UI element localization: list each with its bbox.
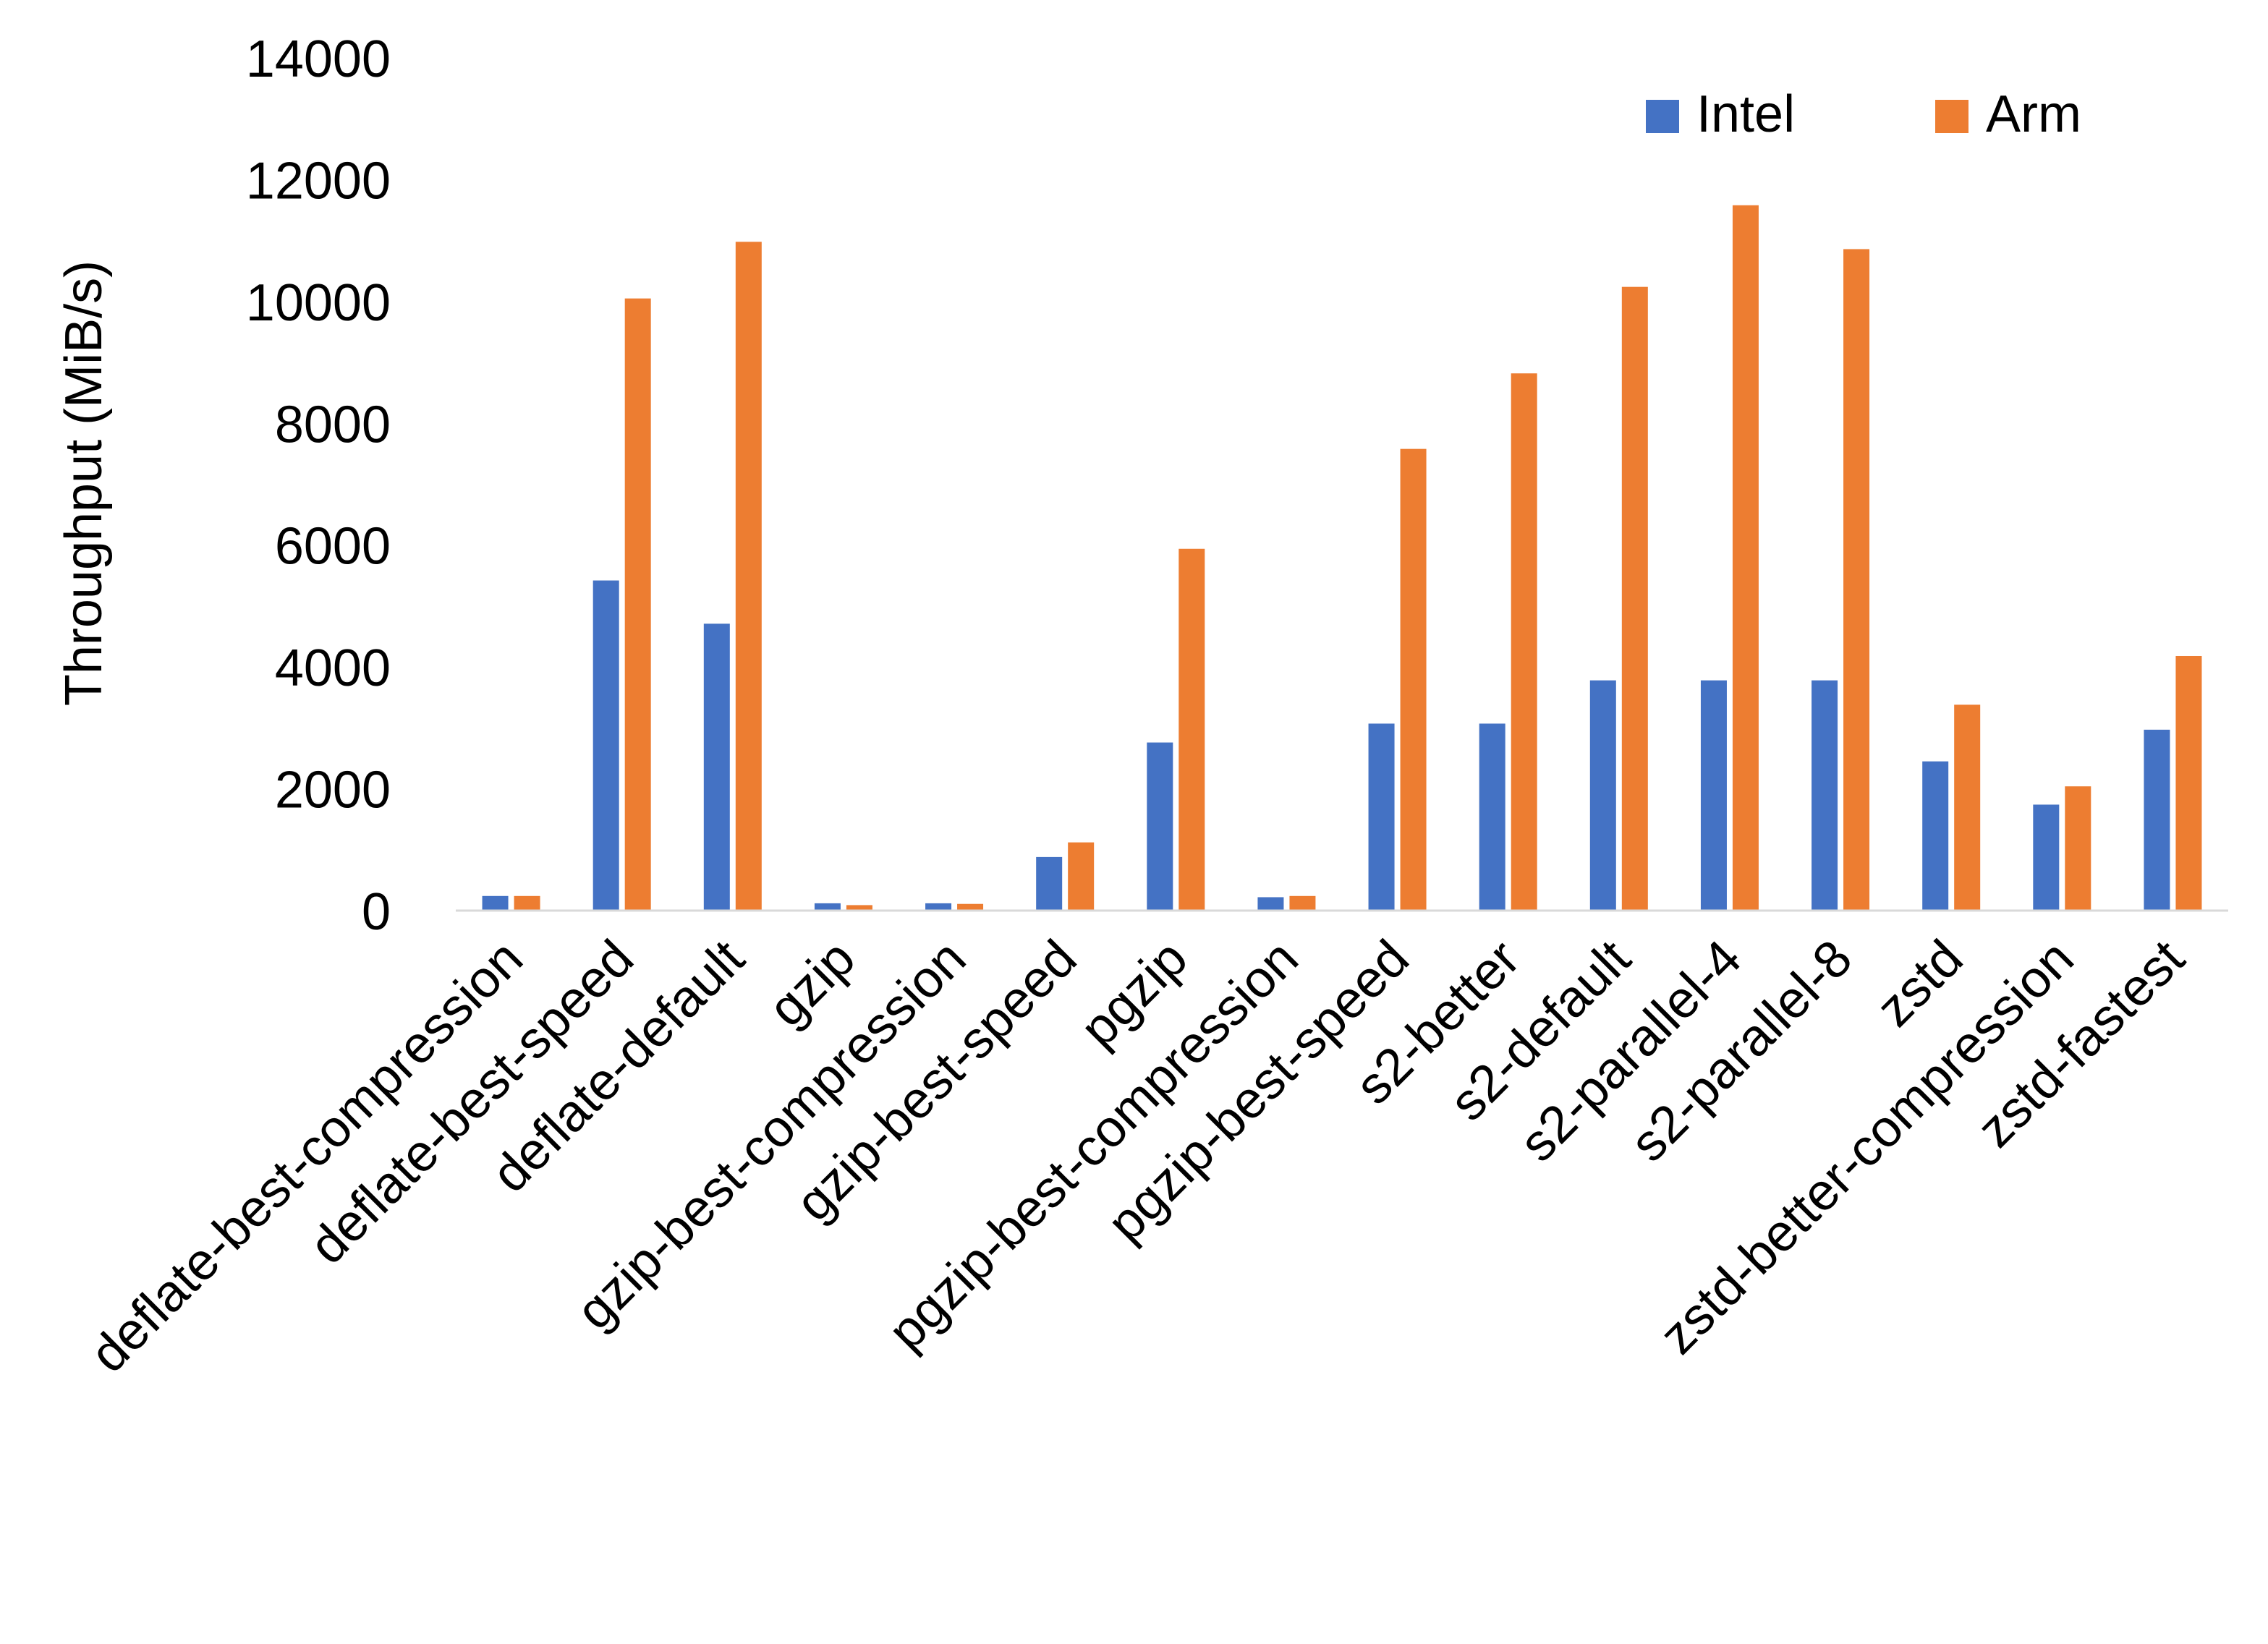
y-tick-label: 6000 (275, 518, 391, 576)
bars (482, 205, 2202, 911)
bar-intel-deflate-best-speed (593, 580, 619, 911)
bar-intel-pgzip (1147, 742, 1173, 911)
y-tick-label: 14000 (246, 30, 391, 88)
bar-arm-deflate-best-compression (514, 895, 540, 911)
x-axis-labels: deflate-best-compressiondeflate-best-spe… (80, 929, 2196, 1384)
bar-intel-s2-parallel-8 (1812, 680, 1838, 911)
bar-arm-deflate-best-speed (624, 298, 651, 911)
bar-arm-deflate-default (735, 242, 762, 911)
bar-arm-gzip (846, 905, 872, 911)
bar-arm-pgzip (1178, 548, 1205, 911)
bar-intel-pgzip-best-speed (1368, 723, 1395, 911)
bar-intel-s2-better (1479, 723, 1505, 911)
bar-arm-zstd-better-compression (2065, 786, 2091, 911)
y-axis-ticks: 0 2000 4000 6000 8000 10000 12000 14000 (246, 30, 391, 941)
bar-intel-zstd-better-compression (2033, 804, 2060, 911)
bar-arm-pgzip-best-compression (1289, 895, 1316, 911)
legend-label-intel: Intel (1696, 85, 1795, 143)
y-tick-label: 0 (362, 883, 391, 941)
legend-swatch-arm (1935, 100, 1968, 133)
bar-intel-zstd-fastest (2144, 729, 2170, 911)
y-tick-label: 12000 (246, 152, 391, 210)
bar-intel-gzip-best-speed (1036, 856, 1063, 911)
bar-arm-zstd-fastest (2175, 655, 2202, 911)
bar-intel-deflate-best-compression (482, 895, 509, 911)
y-tick-label: 2000 (275, 762, 391, 819)
legend-label-arm: Arm (1986, 85, 2081, 143)
x-tick-label: deflate-best-compression (80, 929, 534, 1384)
bar-arm-s2-better (1511, 373, 1537, 911)
legend-swatch-intel (1646, 100, 1679, 133)
bar-arm-pgzip-best-speed (1400, 448, 1427, 911)
bar-arm-s2-parallel-4 (1732, 205, 1759, 911)
bar-intel-gzip (814, 903, 841, 911)
y-tick-label: 8000 (275, 396, 391, 453)
y-tick-label: 4000 (275, 639, 391, 697)
bar-arm-zstd (1954, 704, 1981, 911)
bar-intel-deflate-default (703, 623, 730, 911)
bar-intel-pgzip-best-compression (1257, 897, 1284, 911)
bar-arm-gzip-best-speed (1068, 842, 1095, 911)
bar-arm-gzip-best-compression (957, 903, 984, 911)
y-tick-label: 10000 (246, 274, 391, 332)
y-axis-label: Throughput (MiB/s) (55, 260, 113, 706)
bar-intel-gzip-best-compression (925, 903, 952, 911)
bar-arm-s2-parallel-8 (1843, 249, 1870, 911)
bar-intel-s2-default (1589, 680, 1616, 911)
bar-arm-s2-default (1621, 286, 1648, 911)
legend: Intel Arm (1646, 85, 2081, 143)
bar-intel-s2-parallel-4 (1700, 680, 1727, 911)
bar-intel-zstd (1922, 761, 1949, 911)
